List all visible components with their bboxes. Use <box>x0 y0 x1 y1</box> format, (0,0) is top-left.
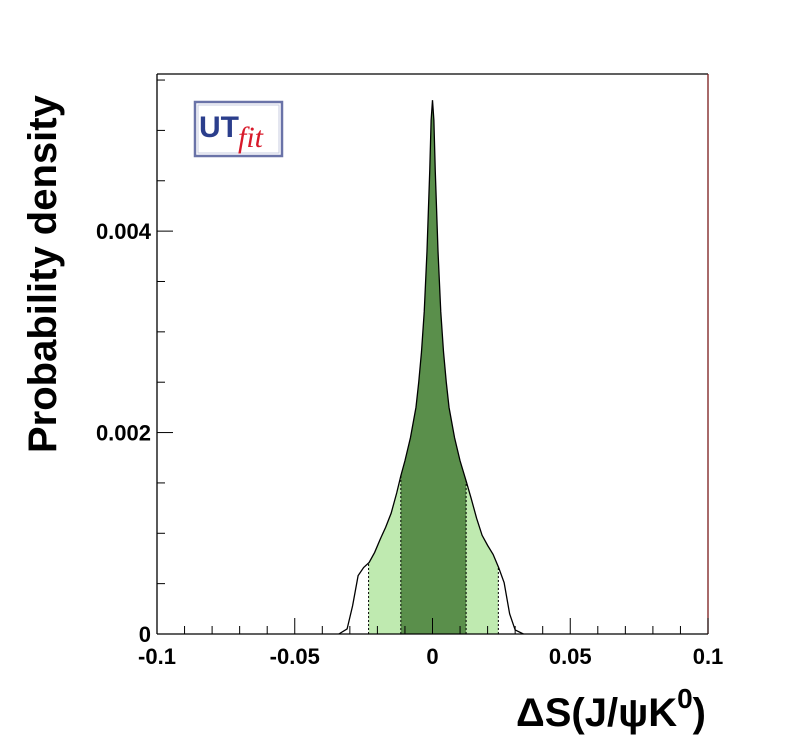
logo-inner-frame <box>197 104 280 154</box>
x-tick-label: 0.1 <box>693 644 724 669</box>
x-tick-label: 0 <box>426 644 438 669</box>
logo-frame <box>193 100 284 158</box>
x-tick-label: -0.1 <box>138 644 176 669</box>
x-axis-title-main: ΔS(J/ψK <box>516 691 677 735</box>
x-axis-title-superscript: 0 <box>677 683 693 714</box>
x-tick-label: 0.05 <box>549 644 592 669</box>
band-68-region <box>400 100 467 634</box>
x-axis-title: ΔS(J/ψK0) <box>516 683 706 735</box>
logo-text-ut: UT <box>199 111 239 144</box>
y-tick-label: 0 <box>139 622 151 647</box>
x-axis-title-close: ) <box>693 691 706 735</box>
y-axis-title: Probability density <box>21 94 65 453</box>
x-tick-label: -0.05 <box>270 644 320 669</box>
logo-text-fit: fit <box>238 121 264 154</box>
utfit-logo: UT fit <box>193 100 284 158</box>
y-tick-label: 0.004 <box>96 219 152 244</box>
density-curve <box>338 100 524 635</box>
y-tick-label: 0.002 <box>96 421 151 446</box>
